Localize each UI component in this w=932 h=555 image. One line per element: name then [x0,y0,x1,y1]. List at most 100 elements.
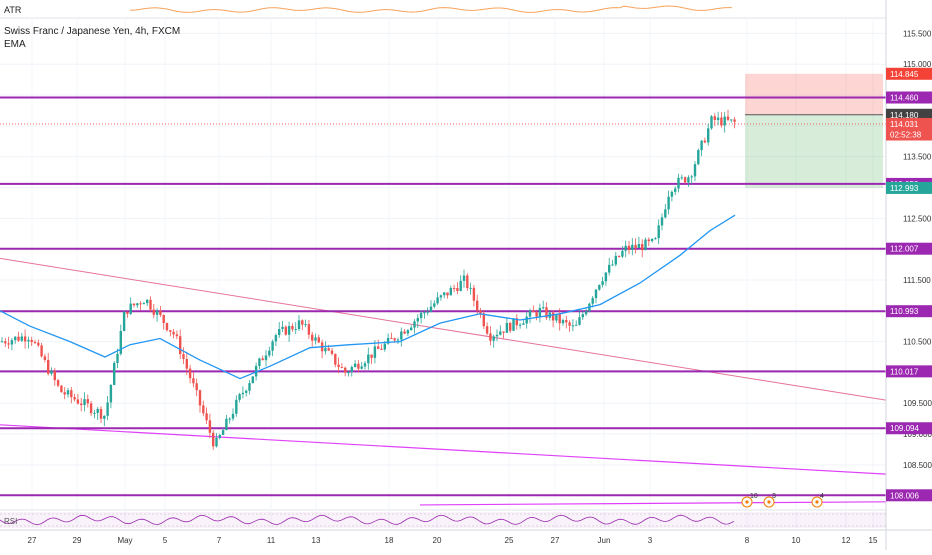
candle-body [723,116,726,126]
candle-body [469,287,472,289]
candle-body [297,320,301,329]
candle-body [400,331,403,340]
candle-body [126,311,129,314]
x-tick-label: 8 [745,536,750,545]
x-tick-label: 27 [28,536,37,545]
candle-body [10,340,14,345]
candle-body [195,383,198,391]
candle-body [113,362,116,385]
candle-body [390,337,393,339]
event-marker-count: 3 [772,493,776,500]
candle-body [542,307,545,309]
target-zone [745,114,883,188]
candle-body [436,297,439,304]
candle-body [456,288,459,291]
candle-body [70,390,73,398]
candle-body [443,292,446,296]
rsi-band [0,512,886,528]
x-tick-label: 20 [433,536,442,545]
candle-body [459,280,462,291]
candle-body [76,399,80,404]
price-marker [886,67,932,80]
candle-body [314,337,317,341]
x-tick-label: 29 [73,536,82,545]
level-tag [886,422,932,435]
candle-body [693,164,697,177]
candle-body [208,420,212,433]
candle-body [37,342,40,346]
atr-line [129,5,732,13]
candle-body [89,403,93,414]
stop-zone [745,73,883,115]
candle-body [561,320,565,324]
candle-body [109,384,113,403]
candle-body [139,303,142,305]
price-axis[interactable]: 115.500115.000114.500114.000113.500113.0… [885,0,932,550]
candle-body [647,239,650,242]
candle-body [360,366,363,369]
candle-body [66,390,70,395]
candle-body [367,354,370,364]
candle-body [330,350,334,354]
candle-body [80,403,83,406]
ema-line [0,214,736,380]
candle-body [50,370,53,374]
candle-body [667,196,670,210]
candle-body [63,392,66,395]
time-axis[interactable]: 27 29 May 5 7 11 13 18 20 25 27 Jun 3 8 10 12 15 [28,536,878,545]
candle-body [383,343,386,350]
candle-body [192,378,195,384]
level-tag [886,489,932,502]
candle-body [598,284,601,290]
rsi-pane [0,512,886,528]
candle-body [235,399,238,414]
candle-body [716,117,720,120]
trend-line-rising [419,501,887,506]
candle-body [680,177,683,179]
y-tick-label: 108.500 [903,461,932,470]
candle-body [446,292,449,296]
candle-body [545,307,548,318]
candle-body [142,303,146,305]
candle-body [393,338,396,341]
short-position-box[interactable] [745,73,883,188]
atr-pane [129,5,732,13]
candle-body [578,317,581,325]
candle-body [710,116,713,129]
candle-body [535,312,538,317]
candle-body [271,341,274,351]
candle-body [419,312,423,319]
event-markers[interactable]: 10 3 4 [741,493,824,508]
candle-body [241,392,245,395]
candle-body [660,217,664,226]
trend-lines[interactable] [0,257,887,506]
candle-body [99,408,103,419]
event-marker-count: 4 [820,493,824,500]
y-tick-label: 109.000 [903,430,932,439]
candle-body [258,358,261,367]
x-tick-label: 18 [385,536,394,545]
y-tick-label: 115.000 [903,60,932,69]
candle-body [528,310,532,317]
price-marker [886,181,932,194]
candle-body [149,299,152,310]
candle-body [185,359,188,369]
candle-body [726,116,730,120]
y-tick-label: 113.500 [903,153,932,162]
candle-body [4,341,7,344]
candle-body [466,275,469,289]
horizontal-levels[interactable] [0,96,886,497]
candle-body [228,418,231,420]
candle-body [56,380,60,386]
candle-body [617,255,621,257]
y-tick-label: 112.500 [903,214,932,223]
candle-body [532,310,535,313]
candle-body [677,177,680,189]
candle-body [86,399,89,404]
candle-body [377,346,380,349]
candle-body [492,336,495,341]
x-tick-label: 27 [551,536,560,545]
candle-body [268,350,271,356]
